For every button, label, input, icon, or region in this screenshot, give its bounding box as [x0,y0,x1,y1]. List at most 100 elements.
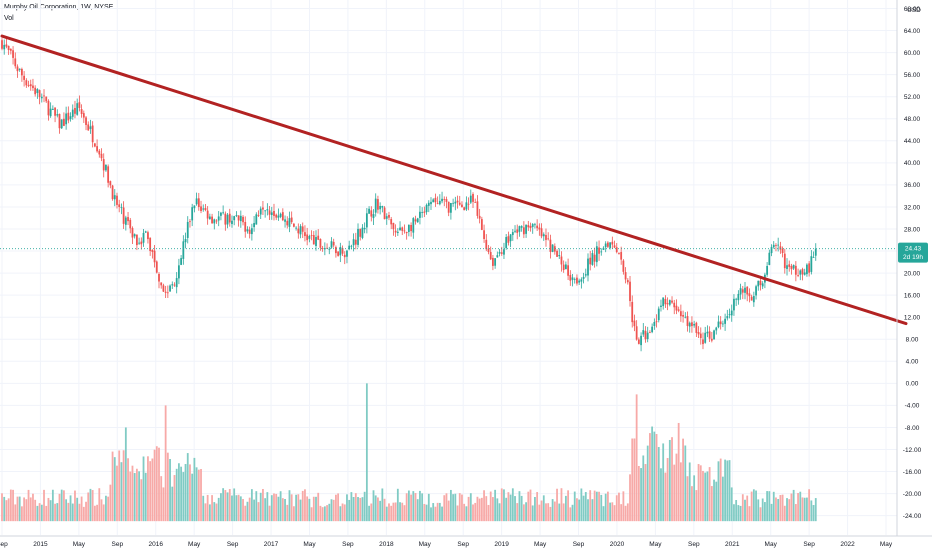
volume-bar [649,433,651,522]
volume-bar [264,498,267,522]
volume-bar [721,476,724,522]
price-tick-label: 64.00 [904,28,921,35]
candle-body [461,204,463,208]
volume-bar [584,492,587,522]
candle-body [226,214,229,225]
volume-bar [129,471,132,522]
candle-body [111,185,114,200]
candle-body [553,246,556,252]
volume-bar [178,463,180,522]
volume-bar [40,504,43,522]
candle-body [96,146,98,152]
volume-bar [644,464,647,522]
candle-body [34,87,37,95]
volume-bar [536,492,539,522]
candle-body [651,326,654,333]
candle-body [531,224,534,227]
volume-bar [560,488,563,522]
volume-bar [47,497,50,522]
volume-bar [374,495,377,522]
volume-bar [390,505,393,522]
candle-body [604,243,607,248]
candle-body [498,252,501,254]
volume-bar [270,495,273,522]
time-tick-label: 2019 [494,541,509,548]
candle-body [262,207,264,210]
candle-body [750,296,753,301]
candle-body [255,214,258,225]
volume-bar [602,506,605,522]
candle-body [788,264,791,267]
candle-body [646,332,649,340]
candle-body [726,316,729,319]
candle-body [279,213,282,217]
candle-body [587,258,589,276]
volume-bar [483,490,485,522]
volume-bar [242,499,244,522]
time-tick-label: Sep [112,541,124,548]
time-tick-label: May [419,541,432,548]
candle-body [220,212,222,216]
volume-bar [58,493,61,522]
volume-bar [162,487,165,522]
candle-body [40,96,43,99]
volume-bar [454,493,457,522]
volume-bar [100,499,103,522]
time-tick-label: Sep [457,541,469,548]
volume-bar [200,469,202,522]
volume-bar [615,495,618,522]
volume-bar [472,504,474,522]
candle-body [478,215,481,219]
volume-bar [51,489,54,522]
candle-body [7,45,10,51]
volume-bar [155,446,158,522]
candle-body [556,250,558,257]
volume-indicator-label[interactable]: Vol [4,15,14,22]
volume-bar [783,505,786,522]
candle-body [410,225,412,232]
candle-body [671,300,673,303]
volume-bar [810,500,813,522]
candle-body [253,223,255,228]
volume-bar [713,479,715,522]
candle-body [235,215,238,216]
price-tick-label: 36.00 [904,182,921,189]
volume-bar [598,491,600,522]
volume-bar [770,503,773,522]
candle-body [162,285,165,292]
candle-body [801,269,804,275]
volume-bar [761,498,764,522]
volume-bar [206,494,209,522]
candle-body [113,195,116,200]
candle-body [635,326,638,340]
candle-body [480,219,483,230]
volume-bar [607,491,609,522]
volume-bar [443,495,446,522]
volume-bar [458,493,461,522]
volume-bar [794,504,797,522]
candle-body [56,114,59,116]
candle-body [569,274,572,281]
candle-body [730,310,733,316]
volume-bar [576,498,578,522]
volume-bar [335,494,337,522]
volume-bar [498,503,501,522]
volume-bar [631,438,634,522]
price-tick-label: 48.00 [904,116,921,123]
candle-body [806,264,808,275]
volume-bar [434,506,437,522]
volume-bar [107,496,110,522]
volume-bar [405,493,408,522]
candle-body [98,150,101,155]
volume-bar [527,491,530,522]
candle-body [135,234,138,246]
candle-body [713,330,715,340]
candle-body [233,216,236,221]
volume-bar [562,503,565,522]
volume-bar [741,494,744,522]
symbol-title[interactable]: Murphy Oil Corporation, 1W, NYSE [4,4,114,11]
volume-bar [613,505,616,522]
candle-body [520,226,523,228]
